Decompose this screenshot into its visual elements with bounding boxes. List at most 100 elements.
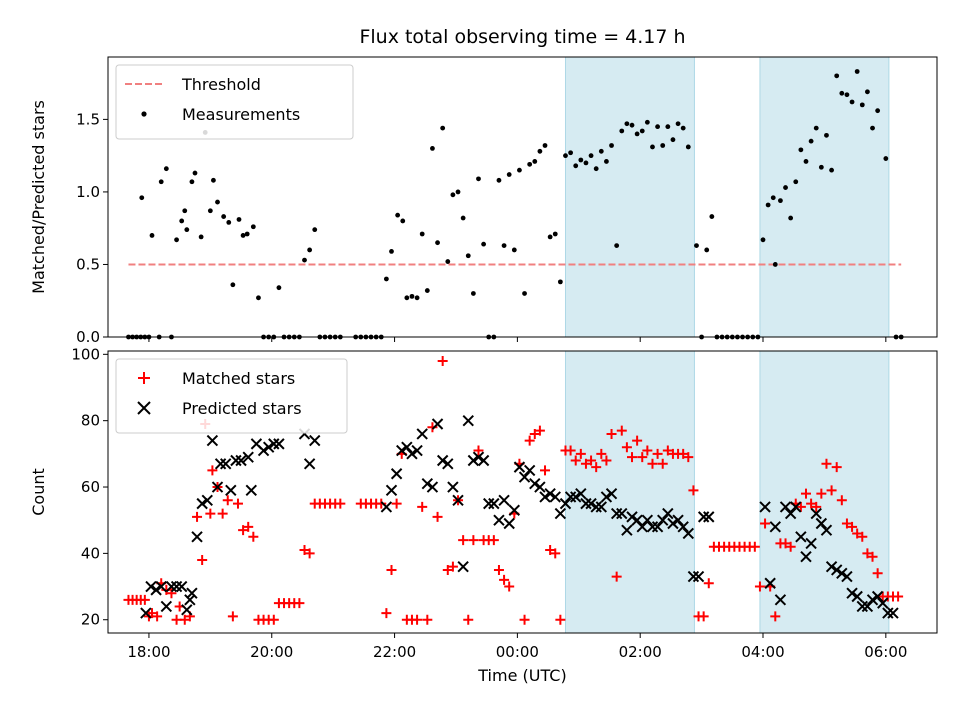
measurement-point xyxy=(778,198,783,204)
predicted-point xyxy=(245,484,257,497)
measurement-point xyxy=(149,233,155,238)
predicted-point xyxy=(184,594,196,606)
predicted-point xyxy=(140,607,152,619)
legend-measurement-swatch xyxy=(141,111,147,117)
matched-point xyxy=(596,448,607,459)
measurement-point xyxy=(639,128,645,134)
predicted-point xyxy=(225,484,237,497)
legend-matched-swatch xyxy=(138,372,150,384)
legend-label: Predicted stars xyxy=(182,399,302,418)
measurement-point xyxy=(226,219,232,225)
predicted-point xyxy=(380,501,393,513)
measurement-point xyxy=(619,128,625,134)
predicted-point xyxy=(211,481,224,493)
predicted-point xyxy=(309,434,321,447)
matched-point xyxy=(152,611,163,622)
predicted-point xyxy=(554,507,567,520)
matched-point xyxy=(335,498,346,509)
matched-point xyxy=(800,488,811,499)
matched-point xyxy=(662,445,673,456)
predicted-point xyxy=(416,428,428,440)
matched-point xyxy=(299,545,310,556)
predicted-point xyxy=(477,454,490,467)
measurement-point xyxy=(788,215,794,221)
predicted-point xyxy=(769,521,782,533)
measurement-point xyxy=(604,159,609,164)
measurement-point xyxy=(174,237,179,243)
matched-point xyxy=(867,551,878,562)
predicted-point xyxy=(230,454,242,467)
measurement-point xyxy=(450,192,456,198)
predicted-point xyxy=(467,454,480,467)
matched-point xyxy=(785,541,796,552)
measurement-point xyxy=(634,131,640,137)
predicted-point xyxy=(518,471,531,483)
measurement-point xyxy=(694,243,699,249)
measurement-point xyxy=(445,259,451,264)
observing-window-0 xyxy=(564,56,695,338)
matched-point xyxy=(386,564,397,575)
measurement-point xyxy=(383,276,389,282)
y-tick-label: 60 xyxy=(81,478,100,496)
measurement-point xyxy=(312,227,318,233)
matched-point xyxy=(268,614,279,625)
measurement-point xyxy=(419,231,425,237)
predicted-point xyxy=(165,580,178,593)
predicted-point xyxy=(534,481,546,493)
predicted-point xyxy=(841,570,853,583)
measurement-point xyxy=(844,92,850,98)
measurement-point xyxy=(532,159,538,164)
predicted-point xyxy=(830,564,843,576)
measurement-point xyxy=(542,143,548,148)
matched-point xyxy=(847,521,858,532)
measurement-point xyxy=(670,137,676,143)
y-tick-label: 20 xyxy=(81,611,100,629)
matched-point xyxy=(147,608,158,619)
matched-point xyxy=(192,511,203,522)
measurement-point xyxy=(236,217,242,222)
measurement-point xyxy=(302,257,307,263)
measurement-point xyxy=(883,156,889,161)
measurement-point xyxy=(583,160,589,166)
predicted-point xyxy=(160,600,173,613)
measurement-point xyxy=(629,122,635,128)
matched-point xyxy=(632,435,643,446)
x-axis-label: Time (UTC) xyxy=(477,666,566,685)
measurement-point xyxy=(250,224,256,230)
matched-point xyxy=(647,458,658,469)
measurement-point xyxy=(614,243,620,249)
predicted-point xyxy=(488,497,500,510)
matched-point xyxy=(555,614,566,625)
matched-point xyxy=(529,428,540,439)
predicted-point xyxy=(877,597,889,609)
measurement-point xyxy=(680,125,686,131)
predicted-point xyxy=(851,590,863,603)
measurement-point xyxy=(435,240,440,246)
x-tick-label: 04:00 xyxy=(741,643,784,661)
measurement-point xyxy=(803,159,809,164)
predicted-point xyxy=(646,521,659,533)
measurement-point xyxy=(552,231,558,237)
axes-frame xyxy=(107,350,938,634)
predicted-point xyxy=(882,607,894,619)
measurement-point xyxy=(496,177,502,183)
matched-point xyxy=(179,614,190,625)
matched-point xyxy=(222,495,233,506)
predicted-point xyxy=(498,494,510,507)
measurement-point xyxy=(573,163,579,169)
measurement-point xyxy=(207,208,213,214)
matched-point xyxy=(749,541,760,552)
measurement-point xyxy=(588,153,594,159)
matched-point xyxy=(248,531,259,542)
measurement-point xyxy=(517,167,522,173)
measurement-point xyxy=(240,233,246,238)
x-tick-label: 00:00 xyxy=(496,643,539,661)
measurement-point xyxy=(470,291,476,296)
matched-point xyxy=(488,535,499,546)
matched-point xyxy=(872,568,883,579)
matched-point xyxy=(205,508,216,519)
matched-point xyxy=(770,611,781,622)
predicted-point xyxy=(621,524,633,536)
ratio-panel: 0.0 0.5 1.0 1.5 Flux total observing time = … xyxy=(29,26,938,346)
